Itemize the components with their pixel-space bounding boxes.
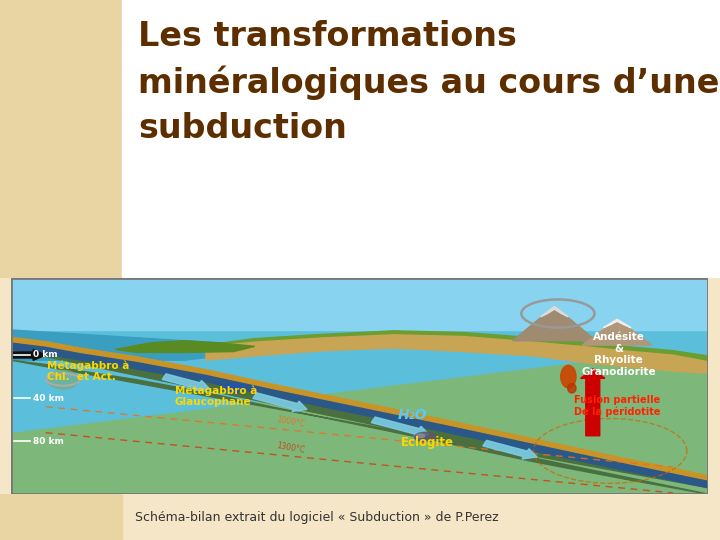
Polygon shape [206,333,708,373]
Ellipse shape [414,433,436,442]
Polygon shape [11,342,708,488]
Text: Les transformations
minéralogiques au cours d’une
subduction: Les transformations minéralogiques au co… [138,20,719,145]
FancyArrow shape [483,440,537,459]
Bar [0,494,122,540]
Text: Schéma-bilan extrait du logiciel « Subduction » de P.Perez: Schéma-bilan extrait du logiciel « Subdu… [135,510,499,524]
Ellipse shape [416,434,425,437]
Polygon shape [603,319,631,328]
Polygon shape [513,306,596,341]
Text: Fusion partielle
De la péridotite: Fusion partielle De la péridotite [574,395,660,417]
Bar [122,0,720,278]
Text: 1300°C: 1300°C [276,441,305,455]
Polygon shape [582,319,652,345]
Polygon shape [11,278,708,330]
Text: 0 km: 0 km [33,350,58,360]
Polygon shape [11,330,289,360]
Bar [0,0,122,278]
Text: H₂O: H₂O [397,408,427,422]
Ellipse shape [223,384,244,393]
Text: Eclogite: Eclogite [401,436,454,449]
Polygon shape [11,349,708,494]
Polygon shape [11,356,708,494]
Ellipse shape [567,383,576,393]
FancyArrow shape [253,393,307,411]
Text: 80 km: 80 km [33,437,64,446]
Text: Andésite
&
Rhyolite
Granodiorite: Andésite & Rhyolite Granodiorite [581,332,656,377]
Polygon shape [115,341,255,353]
Circle shape [48,370,78,389]
Text: Métagabbro à
Chl.  et Act.: Métagabbro à Chl. et Act. [47,360,130,382]
Text: 1000°C: 1000°C [276,415,305,429]
Polygon shape [11,338,708,480]
Polygon shape [206,331,708,360]
Text: 40 km: 40 km [33,394,64,403]
Ellipse shape [561,366,576,388]
Text: Métagabbro à
Glaucophane: Métagabbro à Glaucophane [174,385,257,407]
FancyArrow shape [372,417,429,437]
FancyArrow shape [162,374,210,391]
FancyArrow shape [7,349,45,360]
Polygon shape [541,306,568,317]
FancyArrow shape [580,369,605,436]
